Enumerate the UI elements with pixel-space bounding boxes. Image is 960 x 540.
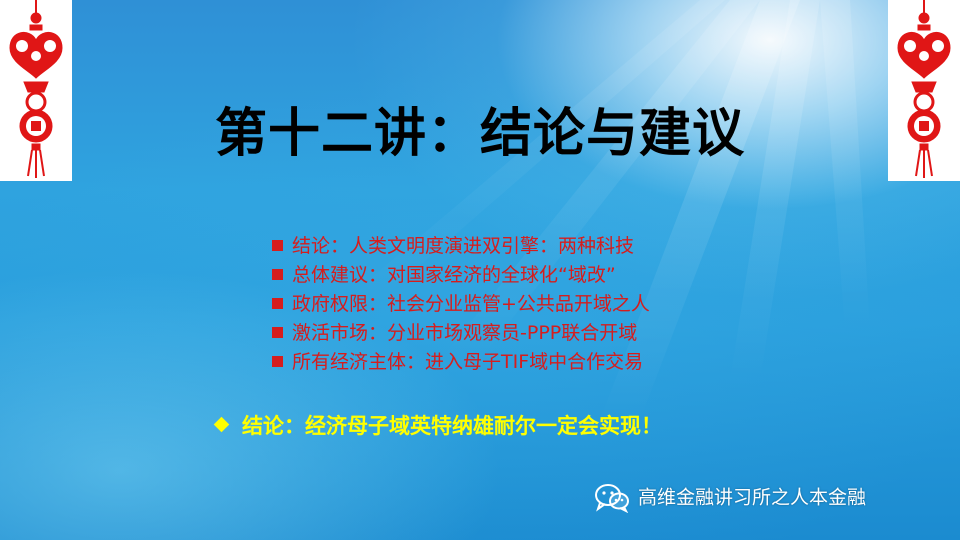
conclusion-line: 结论：经济母子域英特纳雄耐尔一定会实现！ <box>212 411 662 441</box>
key-points-list: 结论：人类文明度演进双引擎：两种科技 总体建议：对国家经济的全球化“域改” 政府… <box>272 232 792 377</box>
watermark-text: 高维金融讲习所之人本金融 <box>638 486 867 509</box>
wechat-icon <box>595 483 629 513</box>
slide-title: 第十二讲：结论与建议 <box>214 104 745 164</box>
list-item: 总体建议：对国家经济的全球化“域改” <box>272 261 792 290</box>
wechat-watermark: 高维金融讲习所之人本金融 <box>594 480 866 514</box>
red-square-bullet-icon <box>272 327 283 338</box>
list-item: 政府权限：社会分业监管+公共品开域之人 <box>272 290 792 319</box>
list-item-text: 所有经济主体：进入母子TIF域中合作交易 <box>292 351 644 373</box>
list-item-text: 结论：人类文明度演进双引擎：两种科技 <box>292 235 635 257</box>
list-item: 激活市场：分业市场观察员-PPP联合开域 <box>272 319 792 348</box>
list-item-text: 政府权限：社会分业监管+公共品开域之人 <box>292 293 650 315</box>
list-item: 结论：人类文明度演进双引擎：两种科技 <box>272 232 792 261</box>
red-square-bullet-icon <box>272 269 283 280</box>
red-square-bullet-icon <box>272 240 283 251</box>
chinese-knot-ornament-icon <box>9 0 63 178</box>
chinese-knot-ornament-icon <box>897 0 951 178</box>
left-ornament-panel <box>0 0 72 181</box>
red-square-bullet-icon <box>272 298 283 309</box>
red-square-bullet-icon <box>272 356 283 367</box>
list-item: 所有经济主体：进入母子TIF域中合作交易 <box>272 348 792 377</box>
yellow-diamond-bullet-icon <box>213 416 230 433</box>
right-ornament-panel <box>888 0 960 181</box>
list-item-text: 总体建议：对国家经济的全球化“域改” <box>292 264 616 286</box>
conclusion-text: 结论：经济母子域英特纳雄耐尔一定会实现！ <box>242 414 662 438</box>
list-item-text: 激活市场：分业市场观察员-PPP联合开域 <box>292 322 638 344</box>
